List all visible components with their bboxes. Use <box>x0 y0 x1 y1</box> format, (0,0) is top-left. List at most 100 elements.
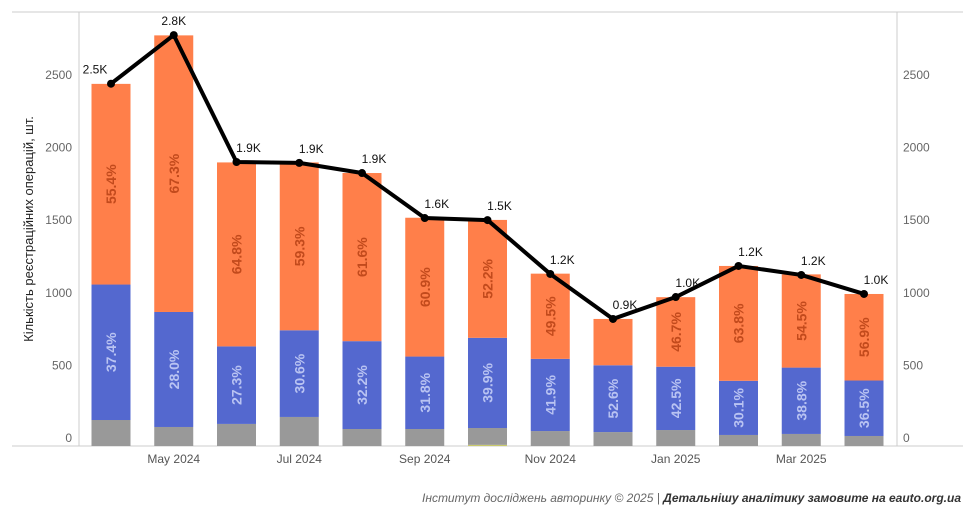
footer-credit: Інститут досліджень авторинку © 2025 | Д… <box>422 491 961 505</box>
segment-label-orange: 46.7% <box>668 312 684 352</box>
total-point <box>358 169 366 178</box>
total-label: 1.9K <box>299 142 324 156</box>
total-label: 1.9K <box>362 152 387 166</box>
bar-segment-grey <box>530 431 570 446</box>
bar-segment-blue <box>342 341 382 430</box>
y-tick-left: 500 <box>52 358 72 372</box>
bar-segment-grey <box>719 434 758 446</box>
bar-segment-grey <box>154 426 194 446</box>
total-point <box>734 261 743 270</box>
segment-label-orange: 67.3% <box>166 153 182 193</box>
bar-segment-orange <box>405 217 445 357</box>
total-label: 1.9K <box>236 141 261 155</box>
bar-segment-orange <box>217 162 256 347</box>
segment-label-orange: 63.8% <box>731 303 747 343</box>
y-tick-right: 500 <box>903 358 923 372</box>
bar-segment-grey <box>279 416 319 446</box>
bar-segment-blue <box>781 367 821 434</box>
total-label: 1.5K <box>487 199 512 213</box>
y-tick-right: 2500 <box>903 68 930 82</box>
total-point <box>107 79 115 88</box>
bar-segment-grey <box>91 420 131 446</box>
bar-segment-blue <box>593 365 633 433</box>
y-tick-left: 1500 <box>45 213 72 227</box>
bar-stack: 27.3% 64.8% <box>217 162 256 446</box>
total-point <box>609 314 617 323</box>
bar-segment-orange <box>781 274 821 368</box>
bar-segment-orange <box>530 273 570 359</box>
y-tick-right: 1500 <box>903 213 930 227</box>
total-point <box>232 157 241 166</box>
bar-stack: 31.8% 60.9% <box>405 217 445 446</box>
bar-segment-blue <box>530 358 570 432</box>
segment-label-orange: 60.9% <box>417 267 433 307</box>
bar-stack: 52.6% <box>593 318 633 446</box>
total-point <box>483 216 492 225</box>
segment-label-blue: 36.5% <box>856 388 872 428</box>
bar-segment-orange <box>279 162 319 331</box>
x-tick-label: May 2024 <box>147 452 200 466</box>
bar-segment-blue <box>656 366 696 431</box>
bar-segment-orange <box>91 83 131 285</box>
bar-stack: 38.8% 54.5% <box>781 274 821 446</box>
total-label: 2.5K <box>83 63 108 77</box>
x-tick-label: Jan 2025 <box>651 452 701 466</box>
segment-label-blue: 42.5% <box>668 378 684 418</box>
total-point <box>295 158 304 167</box>
bar-segment-orange <box>719 265 758 381</box>
x-tick-label: Jul 2024 <box>277 452 323 466</box>
bar-stack: 36.5% 56.9% <box>844 293 884 446</box>
y-tick-right: 2000 <box>903 141 930 155</box>
bar-segment-grey <box>656 430 696 446</box>
bar-segment-blue <box>91 284 131 421</box>
segment-label-blue: 39.9% <box>480 363 496 403</box>
total-label: 2.8K <box>161 14 186 28</box>
bar-segment-blue <box>844 380 884 436</box>
total-label: 1.2K <box>801 254 826 268</box>
segment-label-blue: 52.6% <box>605 378 621 418</box>
footer-source: Інститут досліджень авторинку © 2025 | <box>422 491 664 505</box>
segment-label-blue: 31.8% <box>417 372 433 412</box>
segment-label-blue: 30.1% <box>731 387 747 427</box>
y-axis-title: Кількість реєстраційних операцій, шт. <box>21 116 36 342</box>
bar-segment-orange <box>154 35 194 312</box>
bar-stack: 30.6% 59.3% <box>279 162 319 446</box>
segment-label-orange: 55.4% <box>103 164 119 204</box>
total-point <box>169 31 178 40</box>
total-point <box>420 214 429 223</box>
total-label: 1.0K <box>864 273 889 287</box>
y-tick-right: 1000 <box>903 286 930 300</box>
total-label: 1.2K <box>738 245 763 259</box>
y-tick-left: 1000 <box>45 286 72 300</box>
bar-segment-grey <box>468 427 507 445</box>
segment-label-blue: 27.3% <box>229 365 245 405</box>
segment-label-orange: 64.8% <box>229 234 245 274</box>
bar-segment-blue <box>217 346 256 424</box>
bar-stack: 41.9% 49.5% <box>530 273 570 446</box>
bar-stack: 37.4% 55.4% <box>91 83 131 446</box>
x-tick-label: Sep 2024 <box>399 452 451 466</box>
total-point <box>797 270 806 279</box>
bar-segment-grey <box>405 429 445 446</box>
segment-label-blue: 32.2% <box>354 365 370 405</box>
bar-stack: 30.1% 63.8% <box>719 265 758 446</box>
total-point <box>546 269 555 278</box>
segment-label-blue: 41.9% <box>542 375 558 415</box>
y-tick-left: 2500 <box>45 68 72 82</box>
total-label: 1.2K <box>550 253 575 267</box>
segment-label-orange: 61.6% <box>354 237 370 277</box>
total-point <box>860 289 868 298</box>
total-label: 1.0K <box>675 276 700 290</box>
bar-segment-blue <box>468 337 507 428</box>
total-point <box>671 293 680 302</box>
footer-cta-link[interactable]: Детальнішу аналітику замовите на eauto.o… <box>663 491 961 505</box>
segment-label-blue: 37.4% <box>103 332 119 372</box>
bar-segment-orange <box>656 297 696 367</box>
bar-segment-grey <box>593 432 633 446</box>
bar-segment-blue <box>405 356 445 430</box>
segment-label-orange: 49.5% <box>542 296 558 336</box>
x-tick-label: Mar 2025 <box>776 452 827 466</box>
segment-label-orange: 56.9% <box>856 317 872 357</box>
bar-segment-blue <box>279 330 319 417</box>
total-label: 0.9K <box>613 298 638 312</box>
